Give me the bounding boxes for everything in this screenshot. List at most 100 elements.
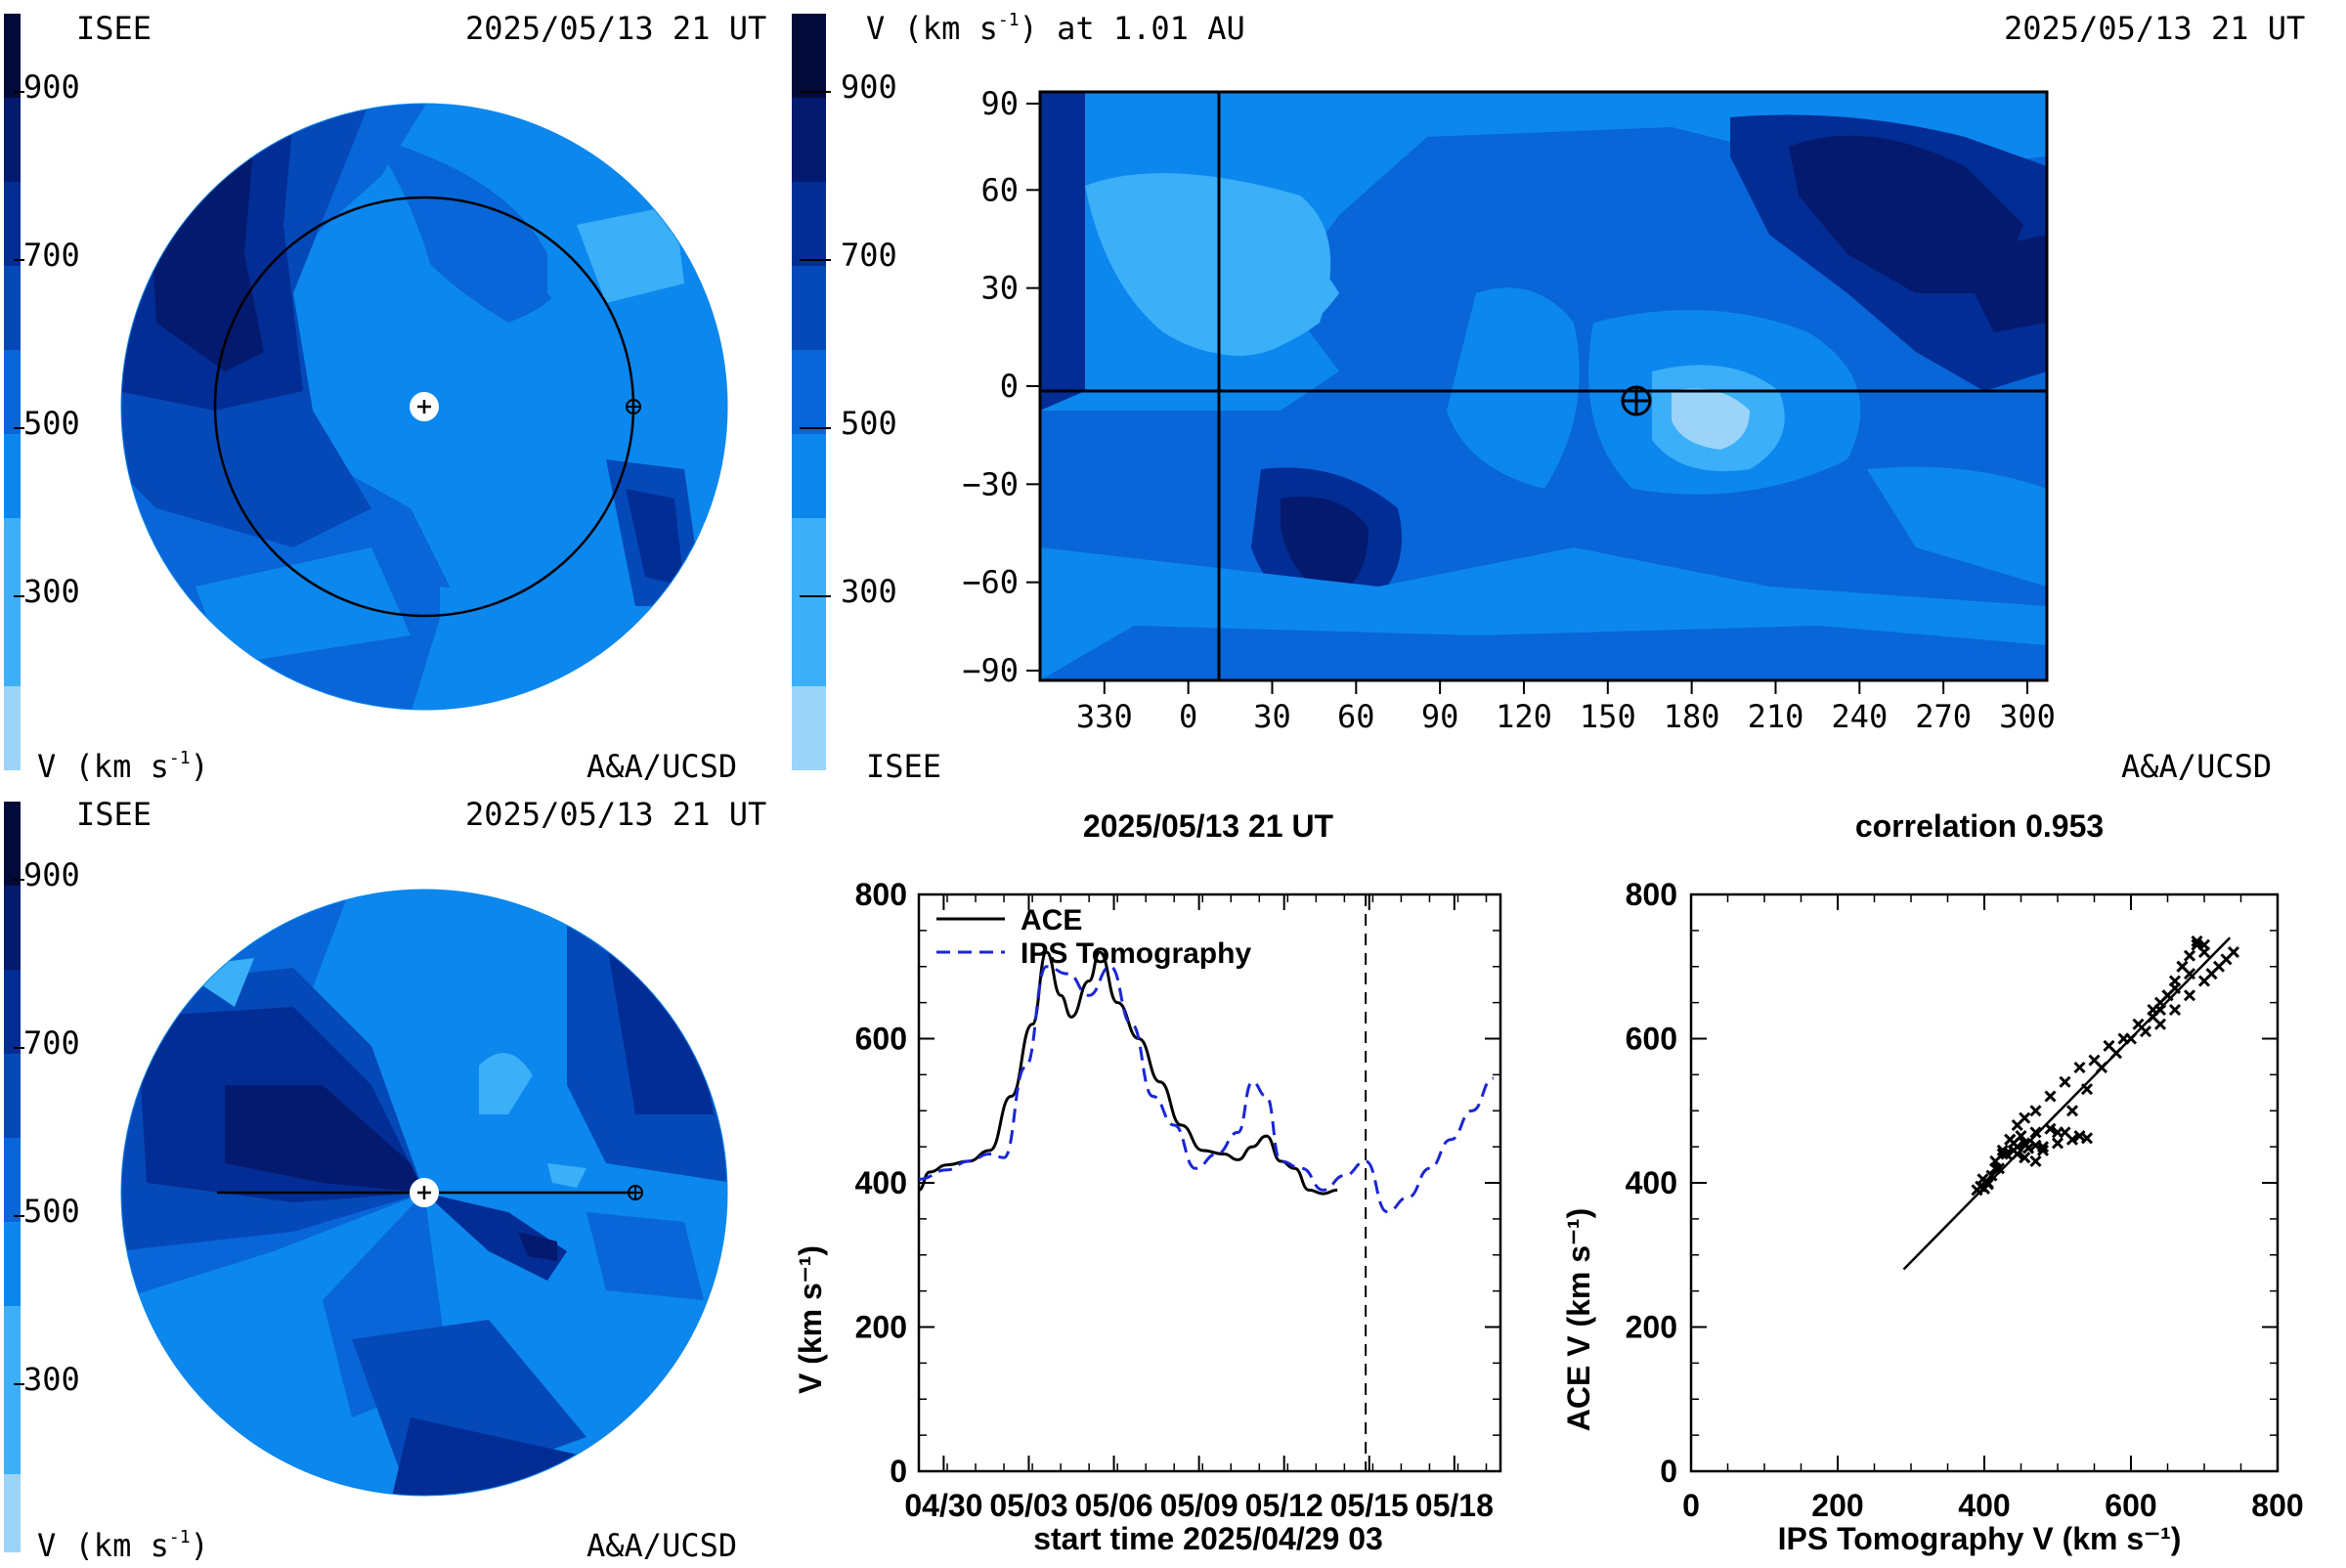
scatter-point — [2011, 1118, 2023, 1132]
colorbar-bottom-left — [4, 802, 24, 1552]
scatter-point — [2176, 960, 2189, 973]
unit-label: V (km s-1) — [37, 1527, 209, 1564]
scatter-point — [2065, 1105, 2079, 1117]
map-y-tick-label: 90 — [980, 85, 1019, 122]
map-x-tick-label: 90 — [1421, 698, 1459, 735]
map-x-axis: 330 0 30 60 90 120 150 180 210 240 270 300 — [1076, 680, 2056, 735]
colorbar-tick-700: 700 — [841, 237, 897, 274]
scatter-point — [2132, 1018, 2145, 1030]
colorbar-top-right — [792, 14, 831, 770]
panel-top-right: 900 700 500 300 V (km s-1) at 1.01 AU 20… — [792, 0, 2346, 792]
panel-time-series: 2025/05/13 21 UT 0 200 400 600 800 04/30 05/03… — [792, 792, 1535, 1564]
credit: A&A/UCSD — [586, 748, 737, 785]
scatter-point — [2161, 989, 2174, 1002]
scatter-point — [2059, 1075, 2071, 1088]
scatter-point — [2183, 949, 2196, 962]
latlon-map: 900 700 500 300 V (km s-1) at 1.01 AU 20… — [792, 10, 2305, 785]
timestamp: 2025/05/13 21 UT — [465, 10, 766, 47]
scatter-point — [2004, 1133, 2017, 1146]
map-x-tick-label: 300 — [1999, 698, 2056, 735]
map-y-tick-label: 60 — [980, 171, 1019, 208]
polar-plot-bottom: 900 700 500 300 ISEE 2025/05/13 21 UT — [4, 796, 766, 1564]
earth-icon — [628, 1185, 643, 1200]
chart-title: 2025/05/13 21 UT — [1083, 808, 1334, 844]
scatter-point — [2080, 1083, 2094, 1096]
colorbar-tick-300: 300 — [841, 573, 897, 610]
scatter-point — [2036, 1141, 2050, 1154]
y-tick-label: 600 — [855, 1022, 907, 1057]
colorbar-tick-500: 500 — [23, 405, 80, 442]
label-isee: ISEE — [76, 796, 152, 833]
scatter-point — [2029, 1126, 2042, 1139]
scatter-chart: correlation 0.953 0 200 400 600 800 0 200 400 60… — [1561, 808, 2304, 1556]
colorbar-tick-300: 300 — [23, 573, 80, 610]
unit-label: V (km s-1) — [37, 748, 209, 785]
scatter-point — [2183, 989, 2196, 1002]
y-tick-label: 0 — [1660, 1454, 1677, 1489]
y-tick-label: 200 — [855, 1310, 907, 1345]
earth-icon — [626, 399, 641, 414]
scatter-point — [2029, 1105, 2042, 1117]
x-tick-label: 05/15 — [1330, 1488, 1409, 1523]
x-tick-label: 600 — [2105, 1488, 2156, 1523]
colorbar-tick-900: 900 — [23, 68, 80, 106]
scatter-point — [1989, 1162, 2002, 1175]
panel-bottom-left: 900 700 500 300 ISEE 2025/05/13 21 UT — [0, 792, 792, 1564]
scatter-point — [2088, 1054, 2101, 1067]
colorbar-tick-900: 900 — [841, 68, 897, 106]
sun-icon — [410, 1178, 439, 1207]
credit: A&A/UCSD — [586, 1527, 737, 1564]
sun-icon — [410, 392, 439, 421]
x-axis-label: IPS Tomography V (km s⁻¹) — [1778, 1521, 2182, 1556]
map-x-tick-label: 120 — [1496, 698, 1552, 735]
x-tick-label: 800 — [2251, 1488, 2303, 1523]
scatter-point — [2103, 1039, 2115, 1052]
y-tick-label: 200 — [1626, 1310, 1677, 1345]
map-y-tick-label: 30 — [980, 270, 1019, 307]
map-x-tick-label: 0 — [1179, 698, 1197, 735]
scatter-point — [2036, 1144, 2050, 1156]
colorbar-tick-500: 500 — [841, 405, 897, 442]
map-x-tick-label: 30 — [1253, 698, 1291, 735]
colorbar-top-left — [4, 14, 24, 770]
y-tick-label: 800 — [1626, 877, 1677, 912]
scatter-point — [2073, 1061, 2086, 1074]
credit: A&A/UCSD — [2121, 748, 2272, 785]
panel-top-left: 900 700 500 300 ISEE 2025/05/13 21 UT — [0, 0, 792, 792]
y-tick-label: 400 — [855, 1165, 907, 1200]
x-tick-label: 05/12 — [1245, 1488, 1324, 1523]
colorbar-tick-700: 700 — [23, 237, 80, 274]
polar-plot-top: 900 700 500 300 ISEE 2025/05/13 21 UT — [4, 10, 766, 785]
scatter-point — [2117, 1032, 2130, 1045]
x-tick-label: 05/03 — [989, 1488, 1067, 1523]
x-tick-label: 0 — [1682, 1488, 1700, 1523]
map-x-tick-label: 150 — [1580, 698, 1636, 735]
chart-title: correlation 0.953 — [1855, 808, 2104, 844]
scatter-point — [2191, 935, 2203, 947]
panel-scatter: correlation 0.953 0 200 400 600 800 0 200 400 60… — [1535, 792, 2346, 1564]
legend-label: IPS Tomography — [1021, 937, 1251, 970]
scatter-point — [1981, 1176, 1994, 1190]
scatter-point — [2019, 1152, 2031, 1164]
scatter-point — [2044, 1090, 2057, 1103]
y-tick-label: 400 — [1626, 1165, 1677, 1200]
colorbar-tick-300: 300 — [23, 1361, 80, 1398]
plot-frame — [917, 893, 1502, 1473]
x-tick-label: 05/18 — [1415, 1488, 1494, 1523]
x-tick-label: 05/09 — [1160, 1488, 1238, 1523]
colorbar-tick-900: 900 — [23, 856, 80, 893]
y-axis-label: ACE V (km s⁻¹) — [1561, 1208, 1596, 1431]
colorbar-tick-500: 500 — [23, 1193, 80, 1230]
map-x-tick-label: 240 — [1831, 698, 1888, 735]
scatter-point — [2029, 1154, 2042, 1167]
velocity-map-latlon — [1040, 92, 2047, 680]
scatter-point — [2021, 1142, 2035, 1154]
series-line-ips-tomography — [918, 965, 1495, 1214]
scatter-point — [2168, 1003, 2182, 1017]
x-tick-label: 04/30 — [904, 1488, 982, 1523]
timestamp: 2025/05/13 21 UT — [2004, 10, 2305, 47]
x-axis-label: start time 2025/04/29 03 — [1033, 1521, 1383, 1556]
scatter-point — [2044, 1122, 2057, 1135]
legend-label: ACE — [1021, 904, 1082, 936]
